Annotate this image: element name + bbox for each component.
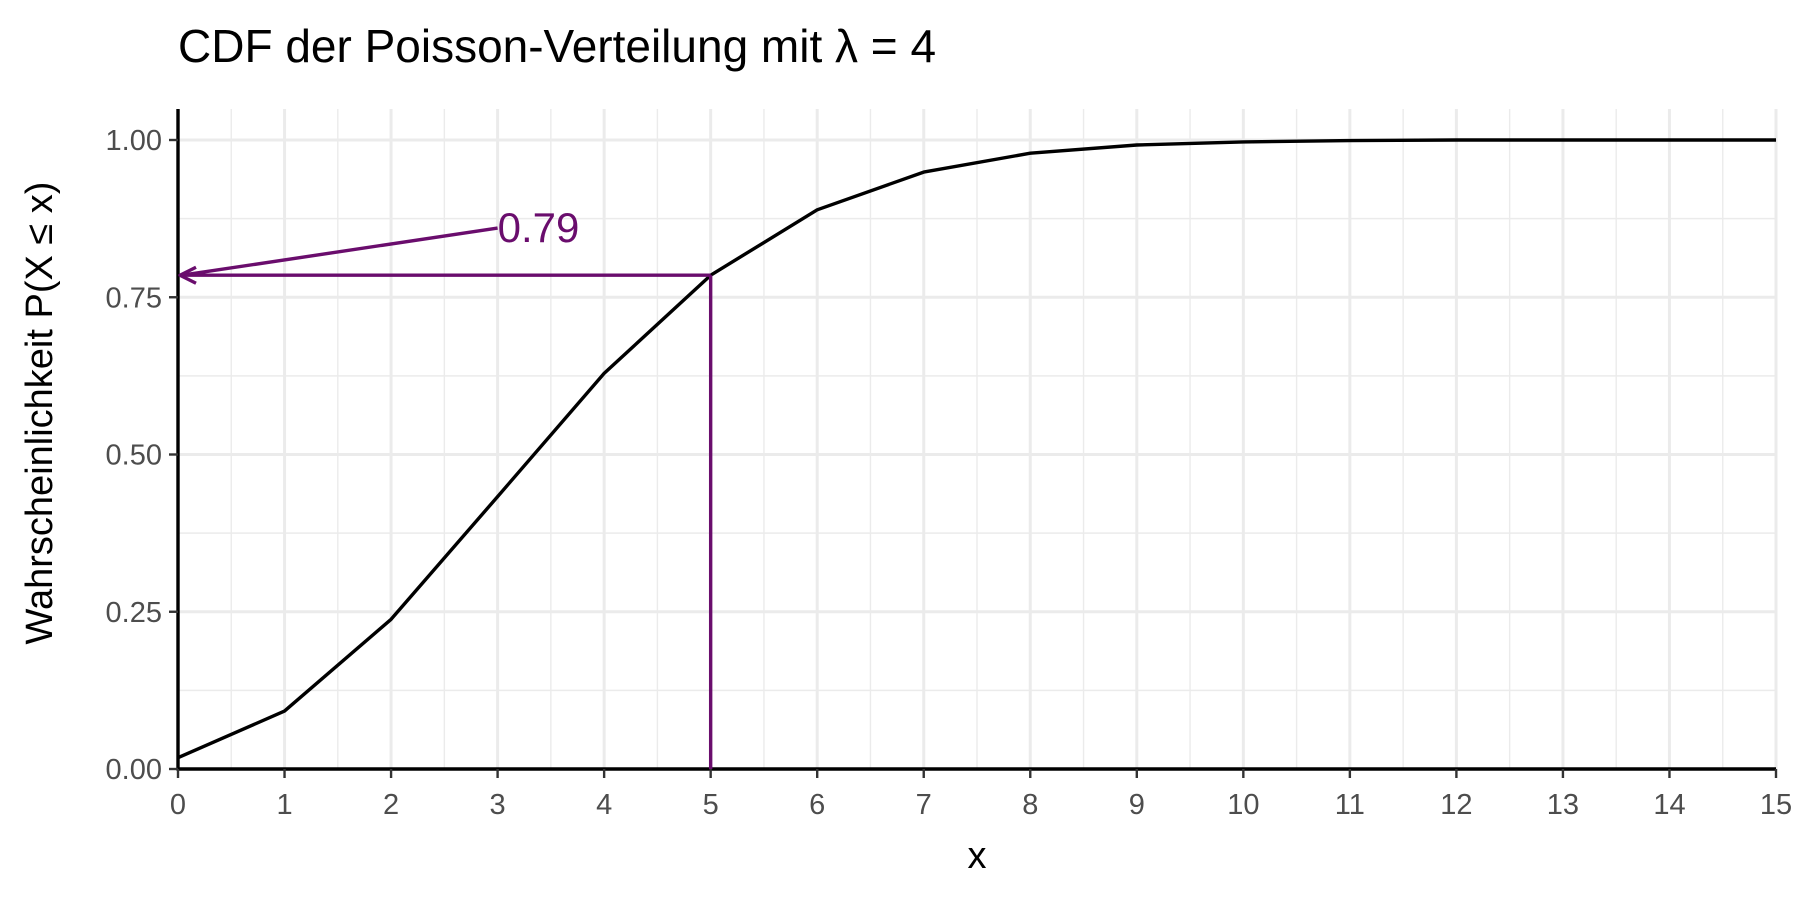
x-tick-label: 9	[1129, 789, 1145, 821]
series	[177, 138, 1777, 760]
x-tick-label: 1	[276, 789, 292, 821]
x-axis-title: x	[968, 835, 987, 877]
x-tick-label: 0	[170, 789, 186, 821]
chart-title: CDF der Poisson-Verteilung mit λ = 4	[178, 20, 936, 72]
x-tick-label: 5	[703, 789, 719, 821]
x-tick-label: 4	[596, 789, 612, 821]
series-line	[177, 138, 1776, 760]
x-tick-label: 14	[1653, 789, 1685, 821]
x-tick-label: 8	[1022, 789, 1038, 821]
x-tick-label: 10	[1227, 789, 1259, 821]
x-tick-label: 13	[1547, 789, 1579, 821]
tick-labels: 0 1 2 3 4 5 6 7 8 9 10 11 12 13 14 150.000.250.500.751.…	[106, 125, 1793, 821]
annotation-arrowhead	[178, 265, 197, 285]
axes	[176, 109, 1776, 771]
x-tick-label: 12	[1440, 789, 1472, 821]
y-tick-label: 0.25	[106, 597, 162, 629]
y-axis-title: Wahrscheinlichkeit P(X ≤ x)	[19, 182, 61, 645]
annotation: 0.79	[178, 204, 713, 769]
y-tick-label: 0.75	[106, 282, 162, 314]
y-tick-label: 0.50	[106, 440, 162, 472]
x-tick-label: 11	[1335, 789, 1365, 821]
x-tick-label: 2	[383, 789, 399, 821]
x-tick-label: 3	[490, 789, 506, 821]
annotation-arrow-line	[181, 226, 498, 277]
annotation-label: 0.79	[498, 204, 580, 251]
x-tick-label: 6	[809, 789, 825, 821]
y-tick-label: 0.00	[106, 754, 162, 786]
y-tick-label: 1.00	[106, 125, 162, 157]
grid	[176, 109, 1778, 771]
x-tick-label: 15	[1760, 789, 1792, 821]
x-tick-label: 7	[916, 789, 932, 821]
